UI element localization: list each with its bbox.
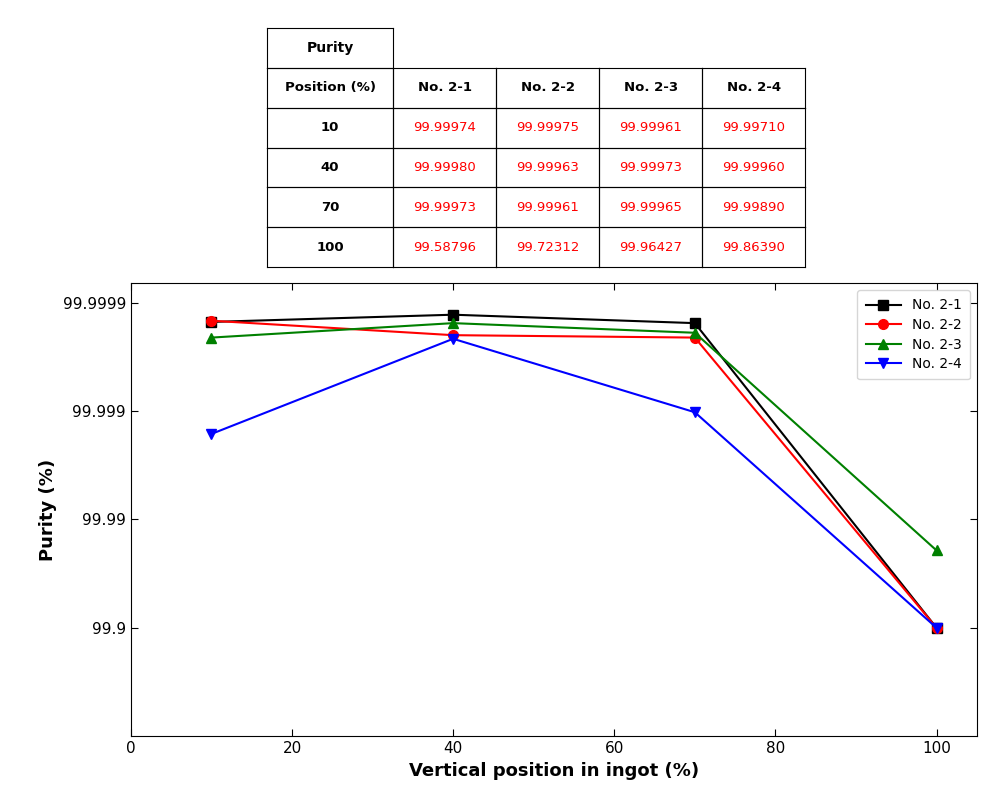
Line: No. 2-4: No. 2-4	[206, 334, 942, 633]
Text: 99.99965: 99.99965	[619, 201, 682, 214]
Bar	[394, 147, 496, 188]
Text: 10: 10	[321, 121, 339, 134]
Text: 99.58796: 99.58796	[414, 240, 476, 253]
No. 2-3	[689, 328, 701, 337]
No. 2-1	[205, 317, 218, 327]
Text: 100: 100	[316, 240, 344, 253]
Line: No. 2-3: No. 2-3	[206, 318, 942, 555]
Text: 99.99963: 99.99963	[517, 161, 579, 174]
No. 2-4	[205, 429, 218, 438]
Bar	[267, 68, 394, 108]
Text: No. 2-1: No. 2-1	[418, 82, 472, 95]
Bar	[599, 147, 702, 188]
No. 2-4	[930, 623, 943, 633]
No. 2-1	[689, 318, 701, 328]
Legend: No. 2-1, No. 2-2, No. 2-3, No. 2-4: No. 2-1, No. 2-2, No. 2-3, No. 2-4	[858, 290, 970, 379]
Text: 99.99973: 99.99973	[619, 161, 682, 174]
Bar	[702, 227, 805, 267]
No. 2-2	[930, 623, 943, 633]
Bar	[394, 188, 496, 227]
Text: 99.99975: 99.99975	[517, 121, 579, 134]
Bar	[496, 147, 599, 188]
Text: 99.72312: 99.72312	[517, 240, 579, 253]
Bar	[496, 227, 599, 267]
Line: No. 2-2: No. 2-2	[206, 316, 942, 633]
Bar	[702, 108, 805, 147]
Bar	[599, 188, 702, 227]
Text: 70: 70	[321, 201, 339, 214]
Text: 99.99960: 99.99960	[722, 161, 785, 174]
Bar	[267, 108, 394, 147]
No. 2-1	[930, 623, 943, 633]
Text: No. 2-3: No. 2-3	[623, 82, 678, 95]
No. 2-2	[205, 316, 218, 325]
Bar	[267, 147, 394, 188]
Text: No. 2-4: No. 2-4	[726, 82, 780, 95]
Y-axis label: Purity (%): Purity (%)	[39, 459, 57, 561]
Text: 99.99961: 99.99961	[517, 201, 579, 214]
Bar	[496, 188, 599, 227]
No. 2-4	[689, 408, 701, 417]
Bar	[394, 227, 496, 267]
Text: 99.86390: 99.86390	[722, 240, 785, 253]
No. 2-1	[447, 310, 459, 320]
Bar	[496, 108, 599, 147]
Text: 99.96427: 99.96427	[619, 240, 682, 253]
No. 2-3	[205, 332, 218, 342]
No. 2-2	[689, 332, 701, 342]
Text: 99.99710: 99.99710	[722, 121, 785, 134]
Text: 99.99980: 99.99980	[414, 161, 476, 174]
Text: 99.99890: 99.99890	[722, 201, 785, 214]
Bar	[496, 68, 599, 108]
No. 2-3	[447, 318, 459, 328]
Bar	[702, 147, 805, 188]
Text: 99.99973: 99.99973	[414, 201, 476, 214]
Text: Purity: Purity	[306, 41, 353, 55]
Text: Position (%): Position (%)	[285, 82, 376, 95]
Text: No. 2-2: No. 2-2	[521, 82, 575, 95]
Text: 99.99974: 99.99974	[414, 121, 476, 134]
No. 2-3	[930, 545, 943, 555]
No. 2-2	[447, 330, 459, 340]
Bar	[599, 227, 702, 267]
Bar	[702, 188, 805, 227]
Bar	[267, 227, 394, 267]
Text: 99.99961: 99.99961	[619, 121, 682, 134]
Bar	[599, 108, 702, 147]
X-axis label: Vertical position in ingot (%): Vertical position in ingot (%)	[409, 761, 699, 780]
Bar	[702, 68, 805, 108]
Bar	[267, 28, 394, 68]
Line: No. 2-1: No. 2-1	[206, 310, 942, 633]
No. 2-4	[447, 334, 459, 344]
Text: 40: 40	[321, 161, 339, 174]
Bar	[599, 68, 702, 108]
Bar	[394, 68, 496, 108]
Bar	[267, 188, 394, 227]
Bar	[394, 108, 496, 147]
